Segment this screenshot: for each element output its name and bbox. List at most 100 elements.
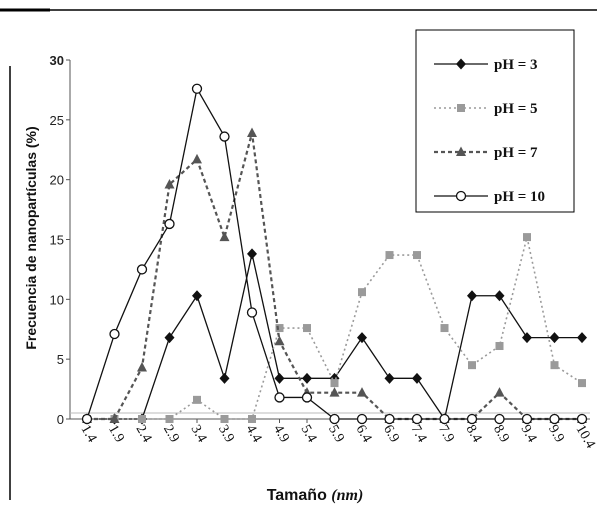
x-tick-label: 9.9 (545, 423, 567, 446)
data-point (329, 413, 340, 425)
y-tick-label: 5 (57, 352, 64, 367)
y-ticks: 0 5 10 15 20 25 30 (50, 53, 70, 427)
data-point (468, 361, 476, 370)
legend-box (415, 29, 575, 213)
data-point (578, 379, 586, 388)
legend-marker (456, 58, 466, 70)
data-point (356, 413, 368, 425)
legend-marker (457, 104, 465, 112)
legend-item: pH = 5 (434, 101, 538, 117)
data-point (385, 251, 394, 260)
data-point (165, 415, 174, 423)
y-tick-label: 10 (50, 292, 64, 307)
data-point (301, 392, 313, 403)
data-point (494, 413, 505, 425)
data-point (164, 178, 175, 189)
data-point (302, 372, 312, 384)
x-tick-label: 2.9 (160, 423, 182, 446)
data-point (274, 335, 285, 346)
data-point (164, 218, 175, 230)
data-point (577, 332, 587, 344)
x-ticks: 1.4 1.9 2.4 2.9 3.4 3.9 4.4 4.9 5.4 5.9 6.4 6.9 7.4 7… (78, 419, 597, 451)
legend-item: pH = 10 (434, 189, 545, 205)
data-point (466, 413, 478, 425)
data-point (413, 251, 421, 260)
data-point (549, 413, 560, 425)
data-point (522, 332, 532, 344)
data-point (191, 83, 203, 94)
data-point (274, 372, 285, 384)
data-point (109, 328, 120, 340)
y-tick-label: 30 (50, 53, 64, 68)
y-tick-label: 0 (57, 412, 64, 427)
x-tick-label: 5.4 (298, 423, 320, 446)
legend-marker (456, 146, 466, 156)
data-point (219, 231, 230, 242)
data-point (521, 413, 533, 425)
data-point (138, 415, 146, 423)
data-point (164, 332, 175, 344)
data-point (136, 264, 148, 275)
legend-label: pH = 7 (494, 145, 538, 161)
data-point (439, 413, 450, 425)
data-point (357, 387, 367, 397)
y-tick-label: 20 (50, 173, 64, 188)
data-point (330, 379, 339, 388)
data-point (494, 387, 505, 397)
data-point (523, 233, 531, 242)
data-point (440, 324, 449, 333)
legend-item: pH = 7 (434, 145, 538, 161)
data-point (495, 342, 504, 351)
data-point (247, 127, 257, 137)
data-point (193, 395, 201, 404)
data-point (384, 372, 395, 384)
y-axis-label: Frecuencia de nanopartículas (%) (23, 126, 39, 349)
data-point (246, 307, 258, 318)
data-point (192, 153, 202, 164)
x-axis-label-main: Tamaño (267, 487, 327, 504)
x-tick-label: 3.9 (215, 423, 237, 446)
legend: pH = 3 pH = 5 pH = 7 pH = 10 (415, 29, 575, 213)
data-point (357, 332, 367, 344)
legend-label: pH = 5 (494, 101, 538, 117)
x-tick-label: 7.4 (408, 423, 430, 446)
data-point (274, 392, 285, 403)
data-point (81, 413, 93, 425)
data-point (329, 387, 340, 397)
data-point (137, 362, 147, 372)
data-point (192, 290, 202, 302)
x-tick-label: 1.4 (78, 423, 100, 446)
data-point (303, 324, 311, 333)
data-point (384, 413, 395, 425)
data-point (247, 248, 257, 260)
x-tick-label: 7.9 (435, 423, 457, 446)
data-point (467, 290, 477, 302)
data-point (219, 131, 230, 142)
x-tick-label: 8.9 (490, 423, 512, 446)
data-point (219, 372, 230, 384)
data-point (576, 413, 588, 425)
y-tick-label: 25 (50, 113, 64, 128)
x-tick-label: 3.4 (188, 423, 210, 446)
data-point (248, 415, 256, 423)
legend-marker (455, 190, 467, 202)
series-4 (81, 83, 588, 425)
x-tick-label: 2.4 (133, 423, 155, 446)
x-tick-label: 9.4 (518, 423, 540, 446)
data-point (358, 288, 366, 297)
data-point (549, 332, 560, 344)
legend-item: pH = 3 (434, 57, 538, 73)
data-point (411, 413, 423, 425)
data-point (550, 361, 559, 370)
data-point (275, 324, 284, 333)
x-axis-label-unit: (nm) (331, 487, 363, 504)
legend-label: pH = 3 (494, 57, 538, 73)
data-point (220, 415, 229, 423)
x-tick-label: 4.4 (243, 423, 265, 446)
legend-items: pH = 3 pH = 5 pH = 7 pH = 10 (434, 57, 545, 205)
data-point (494, 290, 505, 302)
series-layer (81, 83, 588, 425)
x-tick-label: 6.9 (380, 423, 402, 446)
legend-label: pH = 10 (494, 189, 545, 205)
